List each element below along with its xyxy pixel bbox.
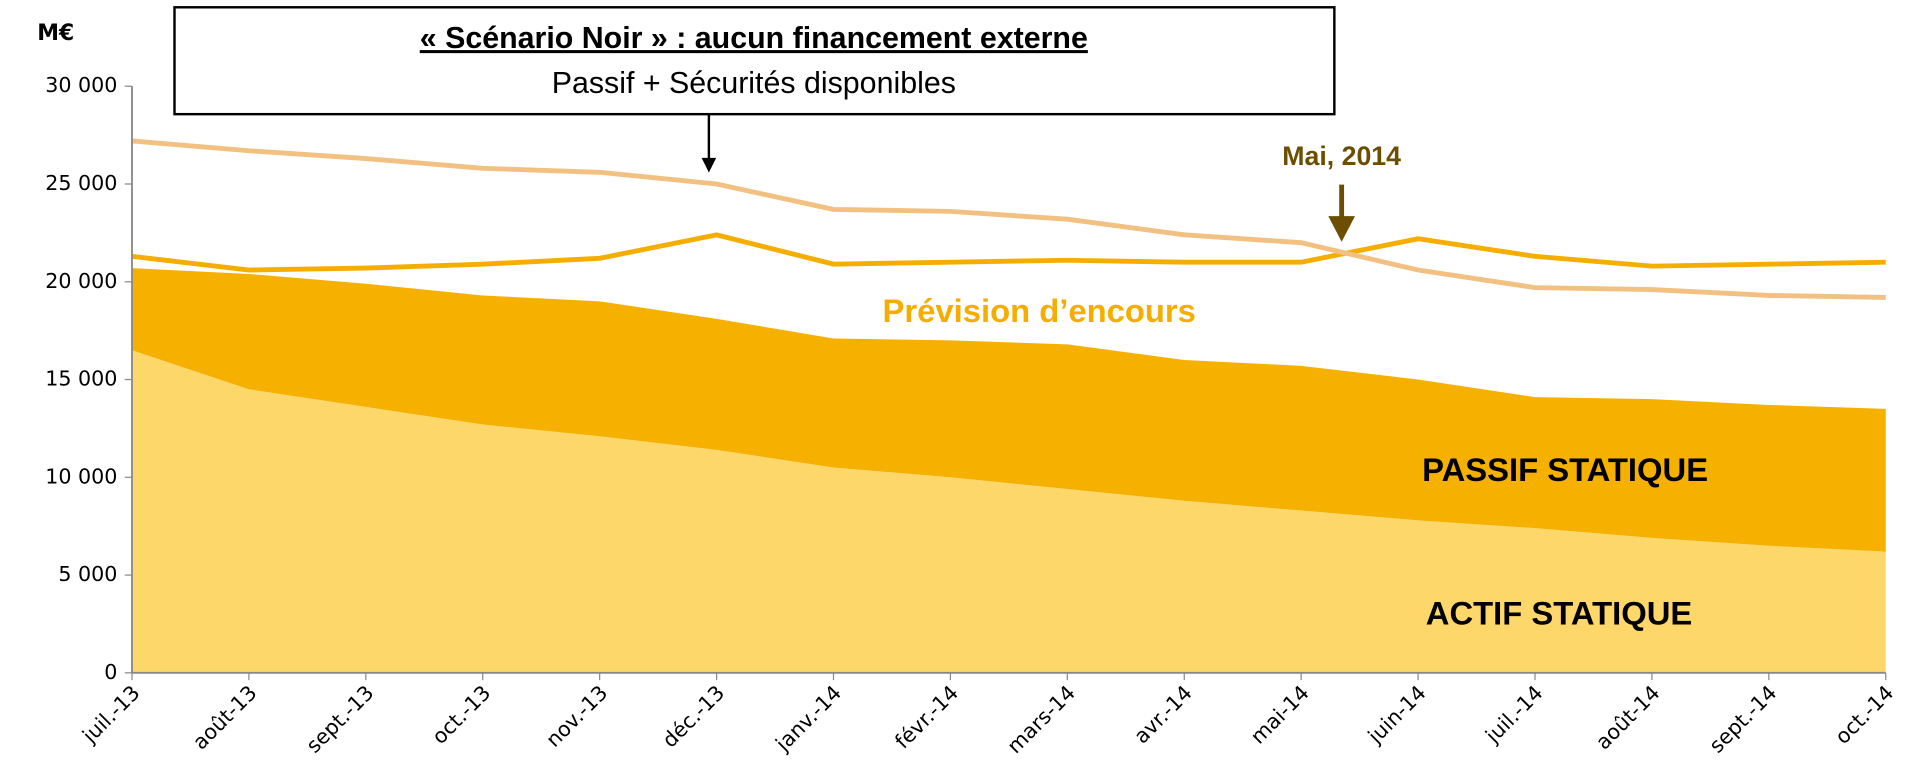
box-subtitle: Passif + Sécurités disponibles: [552, 67, 956, 100]
x-tick-label: août-13: [188, 681, 262, 755]
arrow-head: [701, 157, 717, 173]
series-label: ACTIF STATIQUE: [1426, 594, 1692, 631]
arrow-head: [1328, 216, 1356, 242]
line: [131, 138, 1886, 300]
area: [131, 268, 1886, 552]
y-tick-label: 10 000: [45, 464, 117, 488]
x-tick-label: sept.-14: [1704, 681, 1781, 758]
x-tick-label: juin-14: [1363, 681, 1431, 749]
x-tick-label: janv.-14: [770, 681, 846, 757]
series-label: PASSIF STATIQUE: [1422, 451, 1708, 488]
x-tick-label: oct.-13: [427, 681, 495, 749]
x-tick-label: nov.-13: [541, 681, 612, 752]
x-tick-label: mai-14: [1246, 681, 1314, 749]
x-tick-label: déc.-13: [658, 681, 730, 753]
title-box: [173, 6, 1336, 116]
area: [131, 350, 1886, 673]
chart-title: « Scénario Noir » : aucun financement ex…: [420, 22, 1088, 55]
series-label: Prévision d’encours: [883, 292, 1196, 329]
line: [131, 232, 1886, 273]
y-axis-label: M€: [37, 21, 74, 46]
y-tick-label: 15 000: [45, 367, 117, 391]
y-tick-label: 20 000: [45, 269, 117, 293]
x-tick-label: sept.-13: [301, 681, 378, 758]
x-tick-label: juil.-13: [77, 681, 145, 749]
annotation: Mai, 2014: [1282, 141, 1401, 171]
x-tick-label: août-14: [1591, 681, 1665, 755]
x-tick-label: avr.-14: [1129, 681, 1197, 749]
x-tick-label: févr.-14: [890, 681, 963, 754]
y-tick-label: 25 000: [45, 171, 117, 195]
x-tick-label: mars-14: [1002, 681, 1080, 759]
x-tick-label: juil.-14: [1480, 681, 1548, 749]
x-tick-label: oct.-14: [1830, 681, 1898, 749]
y-tick-label: 30 000: [45, 73, 117, 97]
y-tick-label: 0: [104, 660, 117, 684]
y-tick-label: 5 000: [58, 562, 117, 586]
